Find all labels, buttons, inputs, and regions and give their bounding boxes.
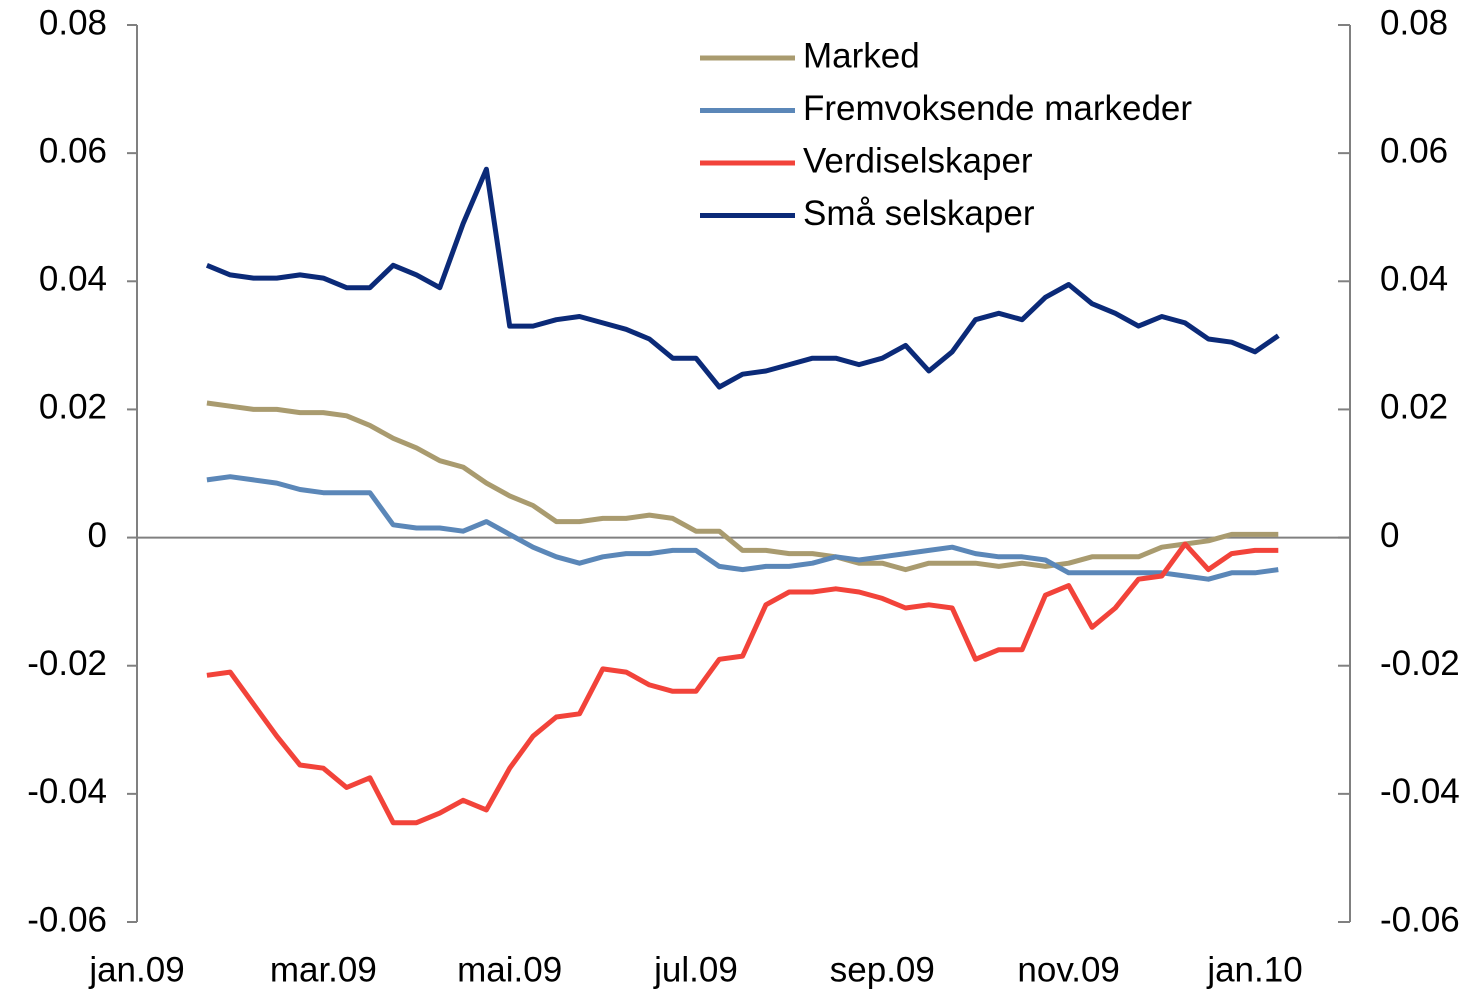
y-tick-label: -0.02 <box>27 644 107 683</box>
y2-tick-label: 0.06 <box>1380 131 1448 170</box>
y2-tick-label: -0.02 <box>1380 644 1460 683</box>
y-tick-label: -0.06 <box>27 900 107 939</box>
legend-label: Små selskaper <box>803 194 1035 233</box>
y-tick-label: 0.08 <box>39 3 107 42</box>
series-line <box>205 166 1280 390</box>
series-line <box>206 474 1279 582</box>
y2-tick-label: 0 <box>1380 516 1399 555</box>
y2-tick-label: 0.08 <box>1380 3 1448 42</box>
legend-label: Marked <box>803 36 920 75</box>
x-tick-label: jan.09 <box>88 950 184 989</box>
x-tick-label: jan.10 <box>1206 950 1302 989</box>
legend-label: Verdiselskaper <box>803 141 1033 180</box>
y2-tick-label: 0.02 <box>1380 388 1448 427</box>
y-tick-label: 0.06 <box>39 131 107 170</box>
y-tick-label: 0 <box>88 516 107 555</box>
x-tick-label: sep.09 <box>830 950 935 989</box>
series-line <box>206 400 1279 573</box>
y-tick-label: 0.04 <box>39 260 107 299</box>
y2-tick-label: -0.04 <box>1380 772 1460 811</box>
x-tick-label: mai.09 <box>457 950 562 989</box>
x-tick-label: nov.09 <box>1017 950 1120 989</box>
x-tick-label: mar.09 <box>270 950 377 989</box>
series-line <box>206 541 1279 826</box>
x-tick-label: jul.09 <box>653 950 738 989</box>
y-tick-label: 0.02 <box>39 388 107 427</box>
y2-tick-label: -0.06 <box>1380 900 1460 939</box>
y2-tick-label: 0.04 <box>1380 260 1448 299</box>
legend-label: Fremvoksende markeder <box>803 89 1192 128</box>
y-tick-label: -0.04 <box>27 772 107 811</box>
